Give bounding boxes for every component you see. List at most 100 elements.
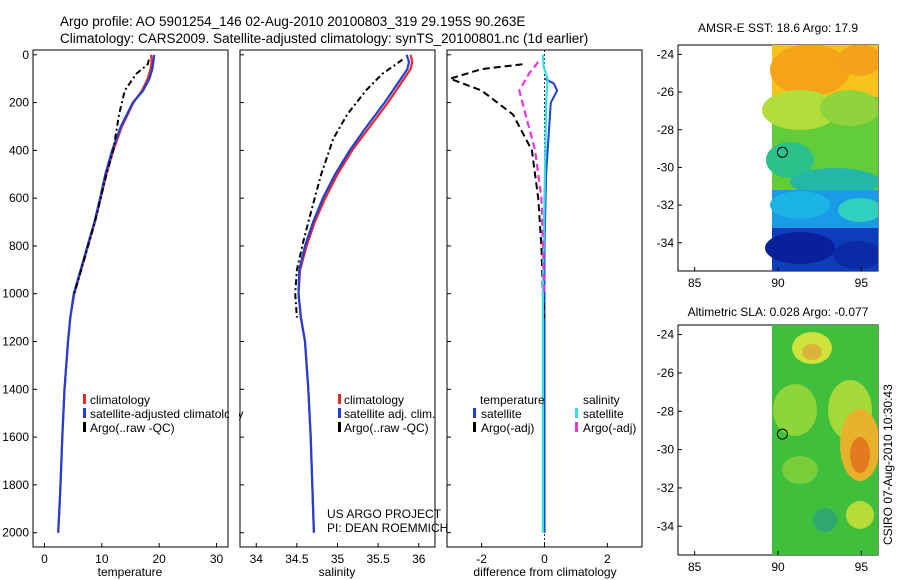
x-tick-label: 36 bbox=[412, 552, 426, 566]
legend-overflow-mask bbox=[229, 395, 239, 435]
x-tick-label: 0 bbox=[41, 552, 48, 566]
depth-tick-label: 1000 bbox=[2, 287, 29, 301]
depth-tick-label: 1800 bbox=[2, 478, 29, 492]
legend-label-satellite: satellite-adjusted climatology bbox=[90, 407, 243, 421]
legend-label-temp-argo: Argo(-adj) bbox=[481, 421, 534, 435]
legend-swatch-satellite bbox=[83, 408, 86, 418]
lat-tick-label: -32 bbox=[657, 481, 675, 495]
sst-cool-patch bbox=[838, 198, 878, 222]
legend-label-climatology: climatology bbox=[90, 393, 150, 407]
lat-tick-label: -26 bbox=[657, 85, 675, 99]
lat-tick-label: -28 bbox=[657, 123, 675, 137]
lat-tick-label: -24 bbox=[657, 47, 675, 61]
depth-tick-label: 1600 bbox=[2, 430, 29, 444]
lat-tick-label: -28 bbox=[657, 404, 675, 418]
temp-argo-diff-line bbox=[447, 63, 546, 318]
legend-swatch-temp-satellite bbox=[473, 408, 476, 418]
temperature-panel: 0 200 400 600 800 1000 1200 1400 1600 1800 2000 0 1… bbox=[2, 48, 451, 579]
depth-tick-label: 2000 bbox=[2, 526, 29, 540]
lat-tick-label: -32 bbox=[657, 198, 675, 212]
sst-map-title: AMSR-E SST: 18.6 Argo: 17.9 bbox=[698, 21, 858, 35]
salinity-axes-box bbox=[239, 49, 436, 548]
legend-label-climatology: climatology bbox=[344, 393, 404, 407]
figure-title-line1: Argo profile: AO 5901254_146 02-Aug-2010… bbox=[60, 14, 525, 29]
sst-cool-patch bbox=[770, 191, 830, 219]
sla-peak-patch bbox=[850, 437, 870, 473]
legend-swatch-climatology bbox=[83, 394, 86, 404]
satellite-line bbox=[57, 54, 156, 533]
x-tick-label: 34.5 bbox=[285, 552, 309, 566]
sla-argo-position-marker bbox=[776, 428, 788, 440]
climatology-line bbox=[57, 54, 153, 533]
temp-satellite-diff-line bbox=[543, 77, 559, 533]
x-tick-label: 0 bbox=[541, 552, 548, 566]
lon-tick-label: 95 bbox=[855, 560, 869, 574]
legend-swatch-sal-satellite bbox=[575, 408, 578, 418]
sla-map-field bbox=[772, 325, 878, 555]
sst-mid-patch bbox=[762, 90, 838, 130]
x-tick-label: 30 bbox=[210, 552, 224, 566]
temperature-legend: climatology satellite-adjusted climatolo… bbox=[83, 393, 243, 435]
depth-tick-label: 800 bbox=[9, 239, 29, 253]
sla-high-patch bbox=[802, 344, 822, 360]
lat-tick-label: -34 bbox=[657, 519, 675, 533]
x-tick-label: 2 bbox=[604, 552, 611, 566]
difference-panel: -2 0 2 difference from climatology tempera… bbox=[446, 49, 643, 579]
salinity-legend: climatology satellite adj. clim. Argo(..… bbox=[338, 393, 435, 435]
legend-swatch-climatology bbox=[338, 394, 341, 404]
temperature-axes-box bbox=[32, 49, 229, 548]
depth-tick-label: 0 bbox=[22, 48, 29, 62]
sst-warm-patch bbox=[770, 45, 850, 96]
satellite-line bbox=[297, 54, 411, 533]
legend-swatch-argo bbox=[83, 422, 86, 432]
lon-tick-label: 90 bbox=[771, 560, 785, 574]
lat-tick-label: -30 bbox=[657, 160, 675, 174]
difference-xlabel: difference from climatology bbox=[473, 565, 616, 579]
sla-mid-patch bbox=[846, 501, 874, 529]
sst-argo-position-marker bbox=[776, 146, 788, 158]
x-tick-label: 35.5 bbox=[366, 552, 390, 566]
depth-tick-label: 400 bbox=[9, 143, 29, 157]
lat-tick-label: -34 bbox=[657, 236, 675, 250]
x-tick-label: 34 bbox=[250, 552, 264, 566]
legend-swatch-sal-argo bbox=[575, 422, 578, 432]
depth-tick-label: 200 bbox=[9, 96, 29, 110]
legend-swatch-argo bbox=[338, 422, 341, 432]
argo-line bbox=[73, 59, 150, 294]
temperature-xlabel: temperature bbox=[98, 565, 163, 579]
legend-header-salinity: salinity bbox=[583, 393, 620, 407]
lon-tick-label: 90 bbox=[771, 276, 785, 290]
lon-tick-label: 85 bbox=[688, 276, 702, 290]
legend-label-satellite: satellite adj. clim. bbox=[344, 407, 435, 421]
legend-label-temp-satellite: satellite bbox=[481, 407, 522, 421]
difference-legend: temperature salinity satellite Argo(-adj… bbox=[473, 393, 636, 435]
depth-tick-label: 1400 bbox=[2, 382, 29, 396]
sal-argo-diff-line bbox=[518, 61, 546, 294]
salinity-panel: 34 34.5 35 35.5 36 salinity climatology sate… bbox=[239, 49, 448, 579]
lat-tick-label: -26 bbox=[657, 366, 675, 380]
climatology-line bbox=[297, 54, 414, 533]
legend-label-argo: Argo(..raw -QC) bbox=[90, 421, 175, 435]
sst-map-panel: AMSR-E SST: 18.6 Argo: 17.9 -24 -26 -28 -30… bbox=[657, 21, 879, 290]
legend-label-argo: Argo(..raw -QC) bbox=[344, 421, 429, 435]
sst-teal-patch bbox=[790, 168, 878, 196]
lat-tick-label: -24 bbox=[657, 328, 675, 342]
sla-map-panel: Altimetric SLA: 0.028 Argo: -0.077 -24 -2… bbox=[657, 305, 879, 574]
x-tick-label: 20 bbox=[152, 552, 166, 566]
x-tick-label: -2 bbox=[476, 552, 487, 566]
sst-cold-patch bbox=[765, 232, 835, 264]
sst-mid-patch bbox=[820, 90, 878, 126]
sla-map-title: Altimetric SLA: 0.028 Argo: -0.077 bbox=[688, 305, 869, 319]
salinity-xlabel: salinity bbox=[319, 565, 356, 579]
figure-title-line2: Climatology: CARS2009. Satellite-adjuste… bbox=[60, 31, 588, 46]
credit-pi: PI: DEAN ROEMMICH bbox=[327, 521, 448, 535]
legend-label-sal-argo: Argo(-adj) bbox=[583, 421, 636, 435]
lon-tick-label: 85 bbox=[688, 560, 702, 574]
legend-swatch-temp-argo bbox=[473, 422, 476, 432]
sla-mid-patch bbox=[782, 456, 818, 484]
sst-cold-patch bbox=[833, 241, 878, 269]
sst-map-field bbox=[762, 45, 878, 271]
lon-tick-label: 95 bbox=[855, 276, 869, 290]
depth-tick-label: 1200 bbox=[2, 335, 29, 349]
